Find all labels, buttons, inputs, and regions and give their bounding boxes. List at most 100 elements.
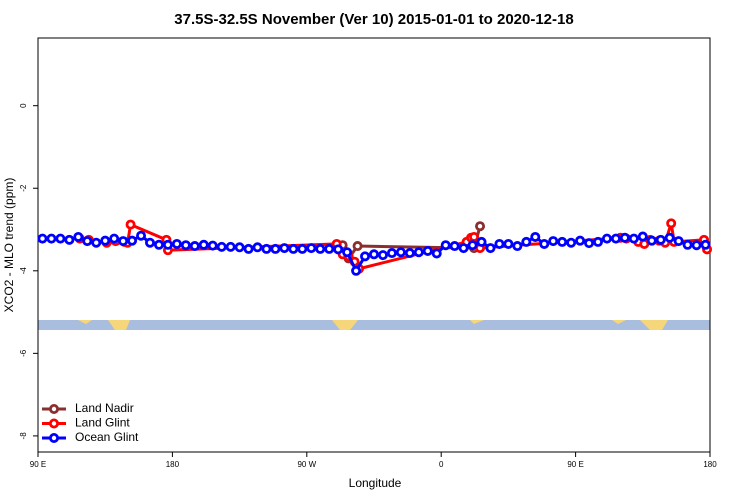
data-point <box>682 239 693 250</box>
y-axis-label: XCO2 - MLO trend (ppm) <box>2 178 16 313</box>
data-point <box>655 234 666 245</box>
data-point <box>530 231 541 242</box>
y-tick-label: -6 <box>19 349 28 357</box>
data-point <box>566 237 577 248</box>
legend-marker <box>49 403 60 414</box>
data-point <box>422 245 433 256</box>
data-point <box>494 238 505 249</box>
data-point <box>288 243 299 254</box>
data-point <box>449 241 460 252</box>
data-point <box>198 239 209 250</box>
data-point <box>37 233 48 244</box>
legend-label: Land Nadir <box>75 401 134 415</box>
data-point <box>207 240 218 251</box>
data-point <box>342 247 353 258</box>
data-point <box>252 242 263 253</box>
data-point <box>575 235 586 246</box>
data-point <box>261 243 272 254</box>
data-point <box>270 243 281 254</box>
data-point <box>628 233 639 244</box>
x-tick-label: 180 <box>166 460 180 469</box>
data-point <box>118 236 129 247</box>
data-point <box>351 265 362 276</box>
x-tick-label: 90 W <box>297 460 316 469</box>
data-point <box>431 248 442 259</box>
data-point <box>584 238 595 249</box>
legend-marker <box>49 418 60 429</box>
data-point <box>46 233 57 244</box>
x-tick-label: 90 E <box>567 460 583 469</box>
x-tick-label: 0 <box>439 460 444 469</box>
data-point <box>55 233 66 244</box>
data-point <box>485 243 496 254</box>
y-tick-label: -2 <box>19 184 28 192</box>
data-point <box>664 232 675 243</box>
data-point <box>440 240 451 251</box>
data-point <box>243 243 254 254</box>
data-point <box>180 240 191 251</box>
data-point <box>324 243 335 254</box>
data-point <box>512 241 523 252</box>
data-point <box>413 247 424 258</box>
y-tick-label: -4 <box>19 267 28 275</box>
map-strip <box>38 320 710 330</box>
data-point <box>691 240 702 251</box>
data-point <box>368 249 379 260</box>
data-point <box>225 241 236 252</box>
data-point <box>601 233 612 244</box>
data-point <box>234 242 245 253</box>
data-point <box>593 236 604 247</box>
data-point <box>144 237 155 248</box>
data-point <box>557 236 568 247</box>
legend-label: Ocean Glint <box>75 430 139 444</box>
data-point <box>619 232 630 243</box>
data-point <box>153 239 164 250</box>
legend-marker <box>49 432 60 443</box>
data-point <box>162 239 173 250</box>
data-point <box>216 241 227 252</box>
y-tick-label: -8 <box>19 432 28 440</box>
data-point <box>82 236 93 247</box>
x-tick-label: 180 <box>703 460 717 469</box>
data-point <box>503 238 514 249</box>
legend-label: Land Glint <box>75 416 130 430</box>
data-point <box>386 248 397 259</box>
chart-title: 37.5S-32.5S November (Ver 10) 2015-01-01… <box>174 11 573 28</box>
data-point <box>306 243 317 254</box>
data-point <box>136 230 147 241</box>
data-point <box>297 243 308 254</box>
x-axis-label: Longitude <box>349 476 402 490</box>
data-point <box>673 236 684 247</box>
data-point <box>315 243 326 254</box>
data-point <box>189 241 200 252</box>
data-point <box>91 237 102 248</box>
data-point <box>279 243 290 254</box>
data-point <box>469 231 480 242</box>
data-point <box>360 251 371 262</box>
data-point <box>100 235 111 246</box>
data-point <box>610 233 621 244</box>
data-point <box>475 221 486 232</box>
data-point <box>125 219 136 230</box>
x-tick-label: 90 E <box>30 460 46 469</box>
data-point <box>127 235 138 246</box>
data-point <box>700 239 711 250</box>
data-point <box>521 236 532 247</box>
data-point <box>404 248 415 259</box>
data-point <box>548 236 559 247</box>
data-point <box>171 238 182 249</box>
data-point <box>352 241 363 252</box>
data-point <box>646 235 657 246</box>
y-tick-label: 0 <box>19 103 28 108</box>
data-point <box>476 236 487 247</box>
data-point <box>458 243 469 254</box>
data-point <box>109 233 120 244</box>
data-point <box>377 250 388 261</box>
data-point <box>73 231 84 242</box>
data-point <box>637 231 648 242</box>
data-point <box>333 244 344 255</box>
data-point <box>64 234 75 245</box>
data-point <box>539 238 550 249</box>
data-point <box>467 240 478 251</box>
